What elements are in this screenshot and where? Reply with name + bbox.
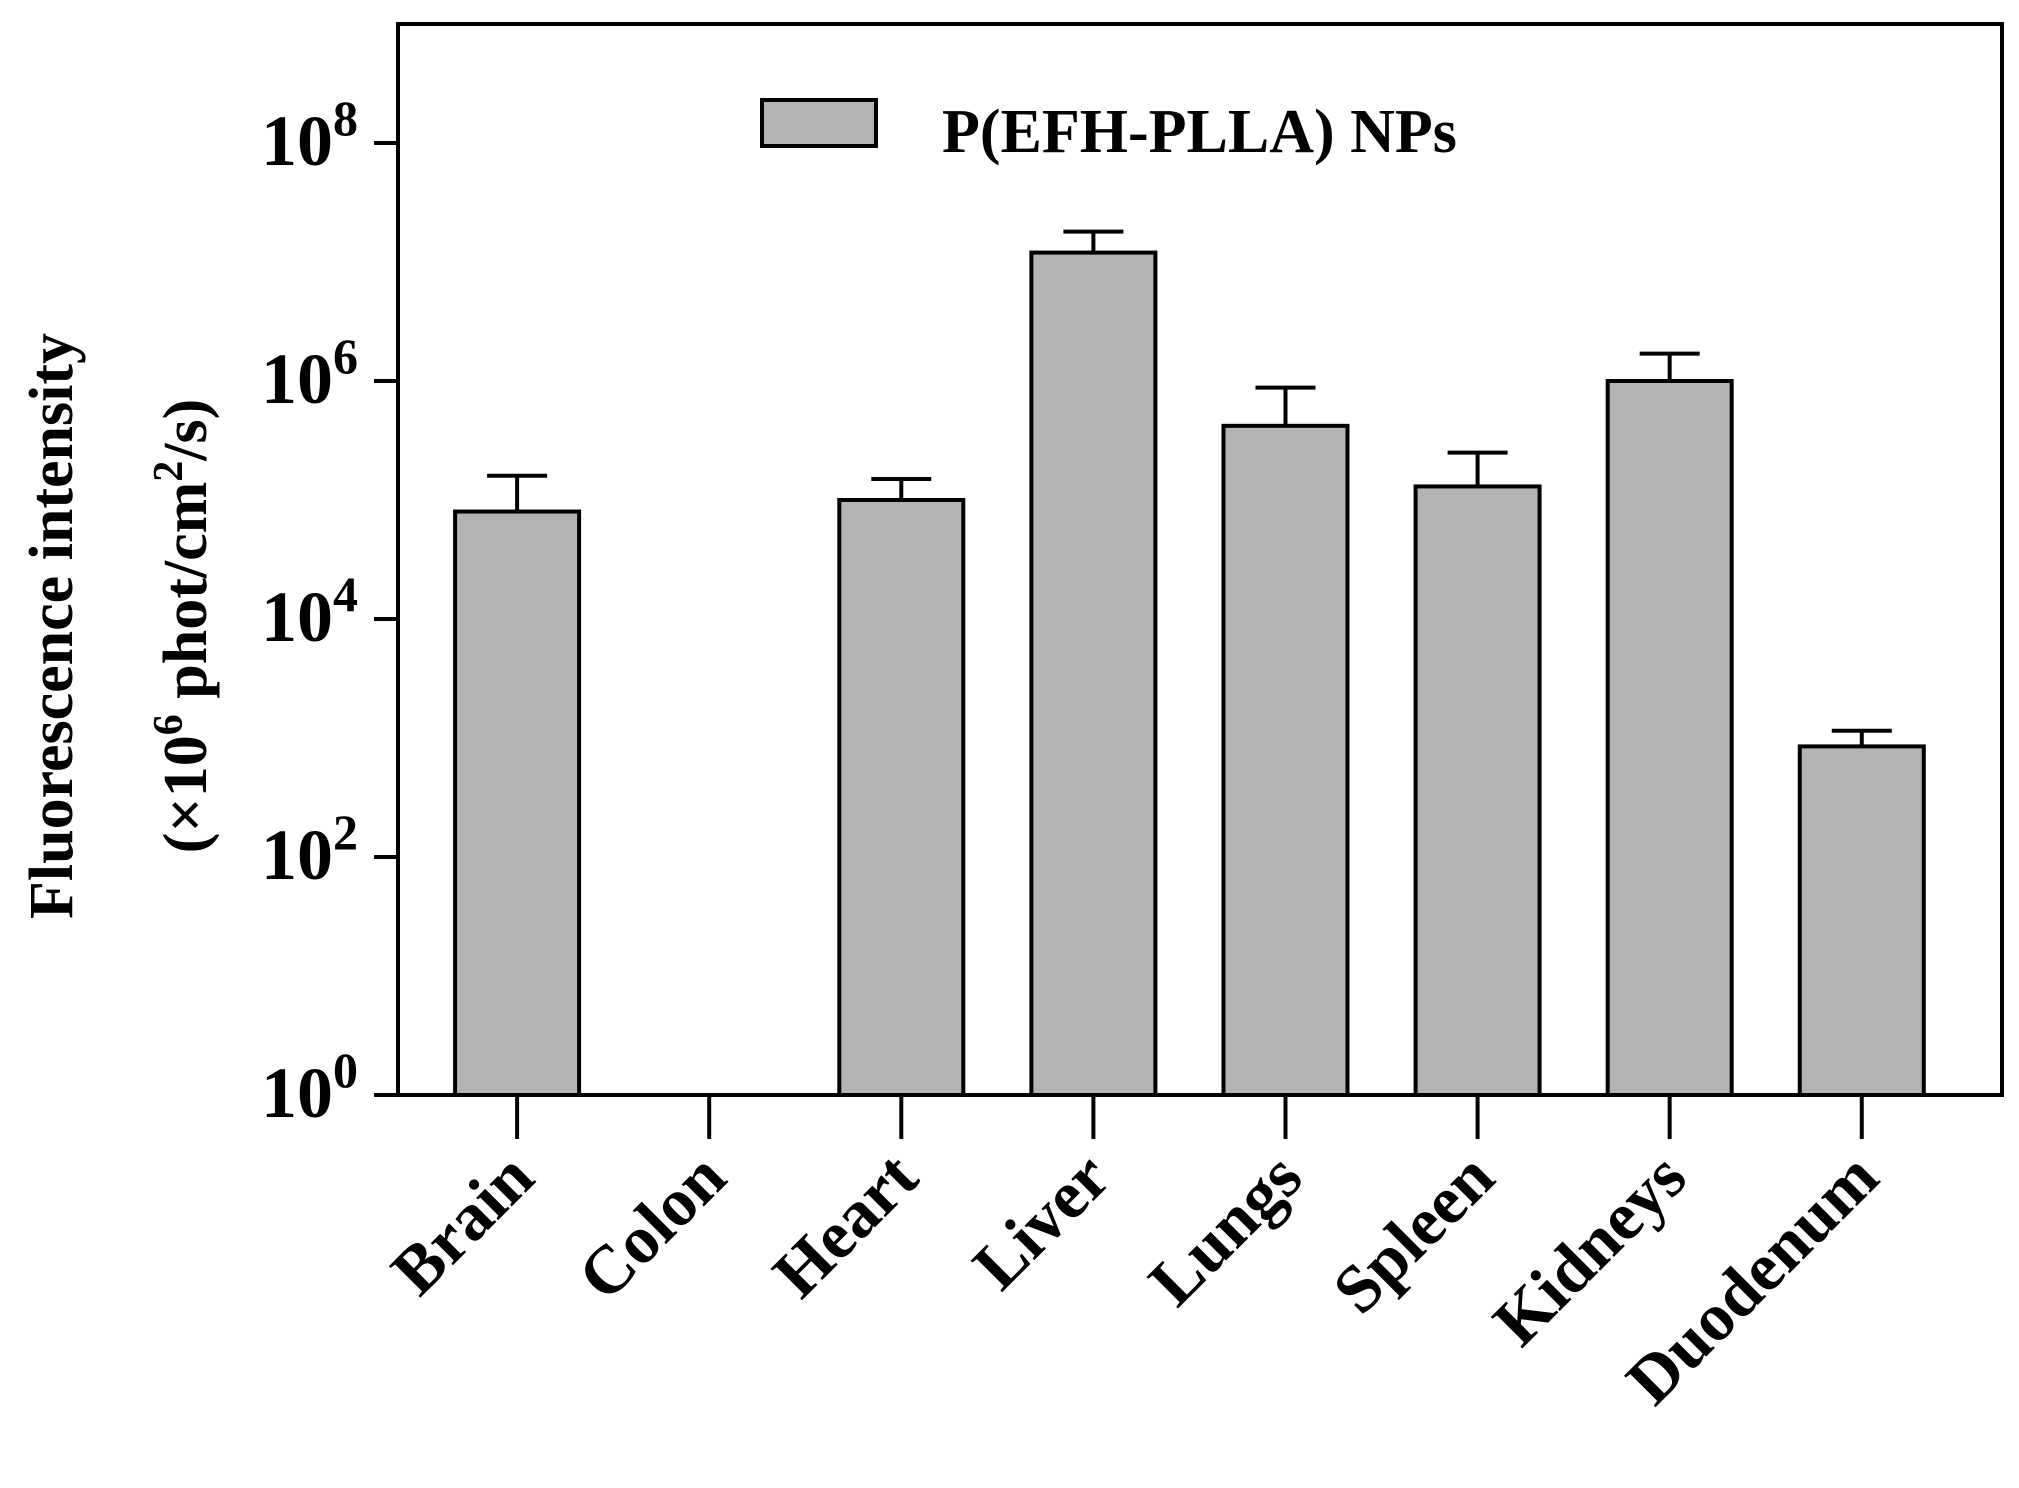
y-tick-label: 108	[261, 90, 358, 181]
bar-duodenum	[1797, 744, 1926, 1098]
bars	[453, 250, 1926, 1098]
legend-label: P(EFH-PLLA) NPs	[942, 98, 1457, 166]
error-bars	[487, 229, 1892, 747]
bar-brain	[453, 509, 582, 1097]
x-axis-category-labels: Brain Colon Heart Liver Lungs SpleenKidneysDu…	[376, 1138, 1892, 1419]
y-tick-label: 100	[261, 1042, 358, 1133]
legend: P(EFH-PLLA) NPs	[760, 98, 1457, 166]
plot-frame	[396, 22, 2004, 1097]
bar-lungs	[1221, 423, 1350, 1098]
y-axis-title-line1: Fluorescence intensity	[18, 333, 86, 919]
y-axis-ticks: 100 102 104 106 108	[261, 90, 398, 1133]
x-tick-label-brain: Brain	[376, 1138, 547, 1309]
x-axis-ticks	[515, 1095, 1864, 1139]
bar-heart	[837, 498, 966, 1097]
y-tick-label: 106	[261, 328, 358, 419]
bar-liver	[1029, 250, 1158, 1097]
y-tick-label: 104	[261, 566, 358, 657]
y-axis-title: Fluorescence intensity (×106 phot/cm2/s)	[18, 333, 220, 919]
x-tick-label-lungs: Lungs	[1134, 1138, 1316, 1320]
bar-spleen	[1413, 484, 1542, 1097]
x-tick-label-heart: Heart	[758, 1138, 932, 1312]
x-tick-label-spleen: Spleen	[1318, 1138, 1508, 1328]
y-tick-label: 102	[261, 804, 358, 895]
bar-kidneys	[1605, 379, 1734, 1097]
legend-swatch	[760, 98, 878, 148]
plot-area-border	[396, 22, 2004, 1097]
x-tick-label-liver: Liver	[958, 1138, 1124, 1304]
y-axis-title-line2: (×106 phot/cm2/s)	[146, 399, 220, 853]
x-tick-label-colon: Colon	[563, 1138, 740, 1315]
